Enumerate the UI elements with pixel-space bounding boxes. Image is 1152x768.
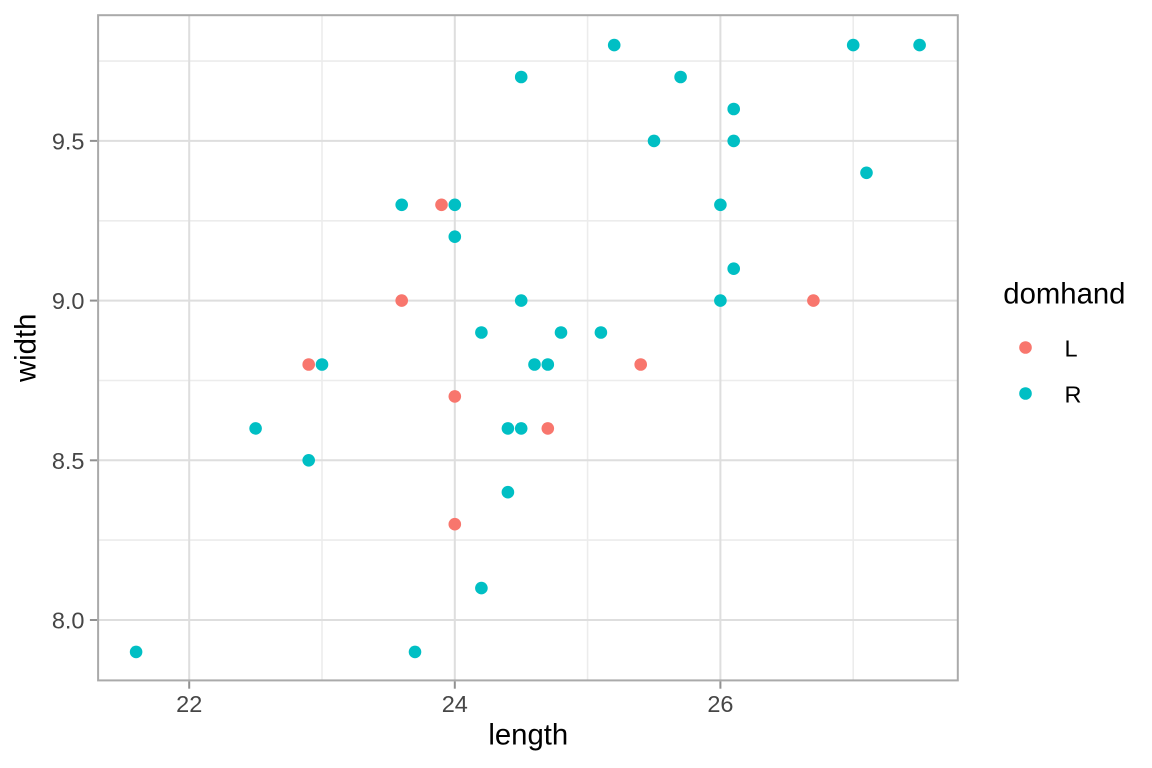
svg-text:L: L <box>1065 335 1078 361</box>
svg-text:8.5: 8.5 <box>52 448 85 474</box>
svg-text:8.0: 8.0 <box>52 608 85 634</box>
svg-text:R: R <box>1065 381 1082 407</box>
svg-text:width: width <box>10 314 43 383</box>
svg-text:24: 24 <box>442 691 468 717</box>
svg-text:9.5: 9.5 <box>52 128 85 154</box>
svg-text:length: length <box>488 719 568 752</box>
svg-text:domhand: domhand <box>1003 278 1125 311</box>
svg-text:9.0: 9.0 <box>52 288 85 314</box>
svg-text:26: 26 <box>707 691 733 717</box>
svg-text:22: 22 <box>176 691 202 717</box>
